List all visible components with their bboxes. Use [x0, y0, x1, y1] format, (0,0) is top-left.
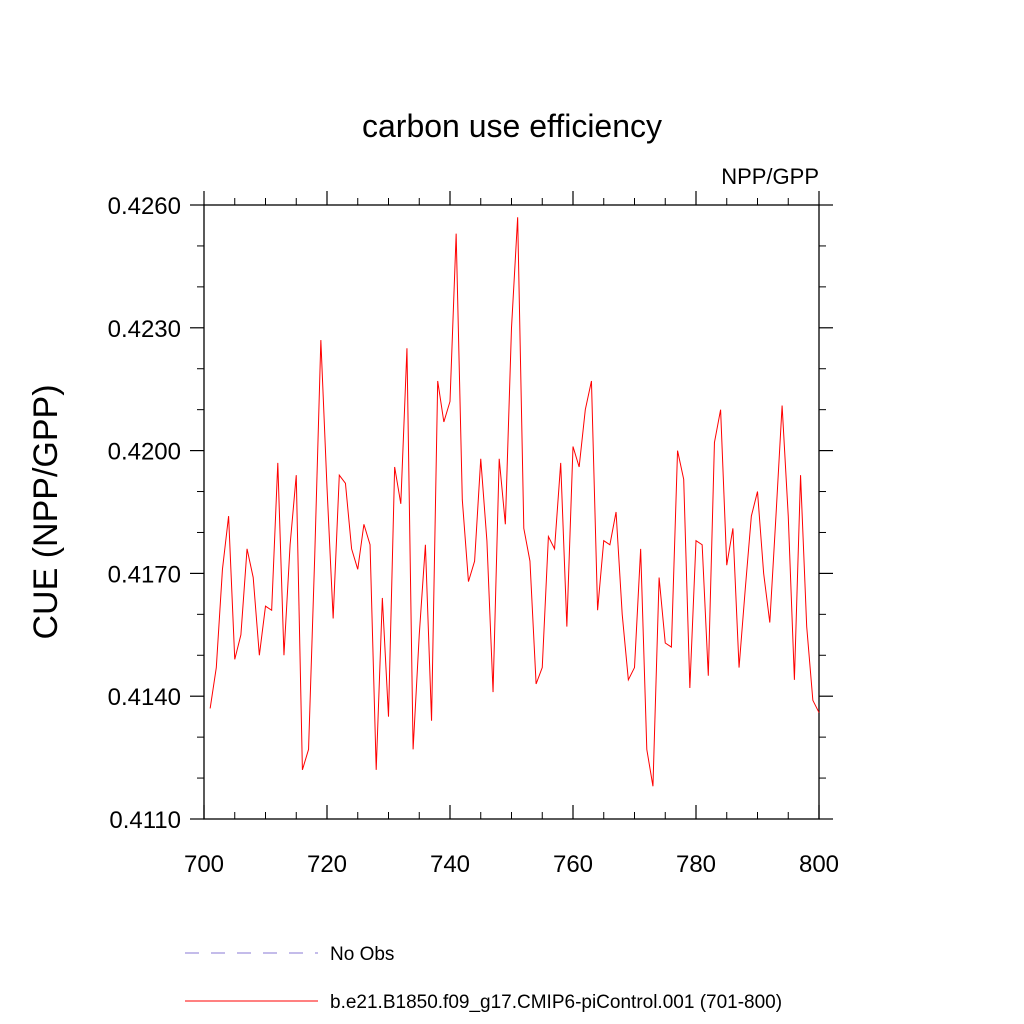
- x-tick-label: 800: [799, 851, 839, 878]
- y-tick-label: 0.4140: [108, 684, 181, 711]
- x-tick-label: 760: [553, 851, 593, 878]
- y-tick-label: 0.4170: [108, 561, 181, 588]
- x-tick-label: 740: [430, 851, 470, 878]
- y-axis-label: CUE (NPP/GPP): [27, 384, 65, 639]
- y-tick-label: 0.4110: [109, 807, 181, 834]
- x-tick-label: 720: [307, 851, 347, 878]
- plot-frame: [203, 204, 820, 820]
- chart-subtitle: NPP/GPP: [721, 164, 819, 189]
- legend: No Obs b.e21.B1850.f09_g17.CMIP6-piContro…: [185, 944, 782, 1013]
- chart-title: carbon use efficiency: [362, 108, 662, 144]
- y-tick-label: 0.4260: [108, 193, 181, 220]
- axis-ticks: [190, 191, 833, 820]
- x-tick-labels: 700 720 740 760 780 800: [184, 851, 839, 878]
- x-tick-label: 700: [184, 851, 224, 878]
- y-tick-label: 0.4230: [108, 316, 181, 343]
- legend-label: b.e21.B1850.f09_g17.CMIP6-piControl.001 …: [330, 992, 782, 1013]
- y-tick-labels: 0.4110 0.4140 0.4170 0.4200 0.4230 0.4260: [108, 193, 181, 834]
- y-tick-label: 0.4200: [108, 439, 181, 466]
- x-tick-label: 780: [676, 851, 716, 878]
- series-lines: [209, 217, 820, 787]
- legend-label: No Obs: [330, 944, 394, 965]
- series-line-1: [209, 217, 820, 787]
